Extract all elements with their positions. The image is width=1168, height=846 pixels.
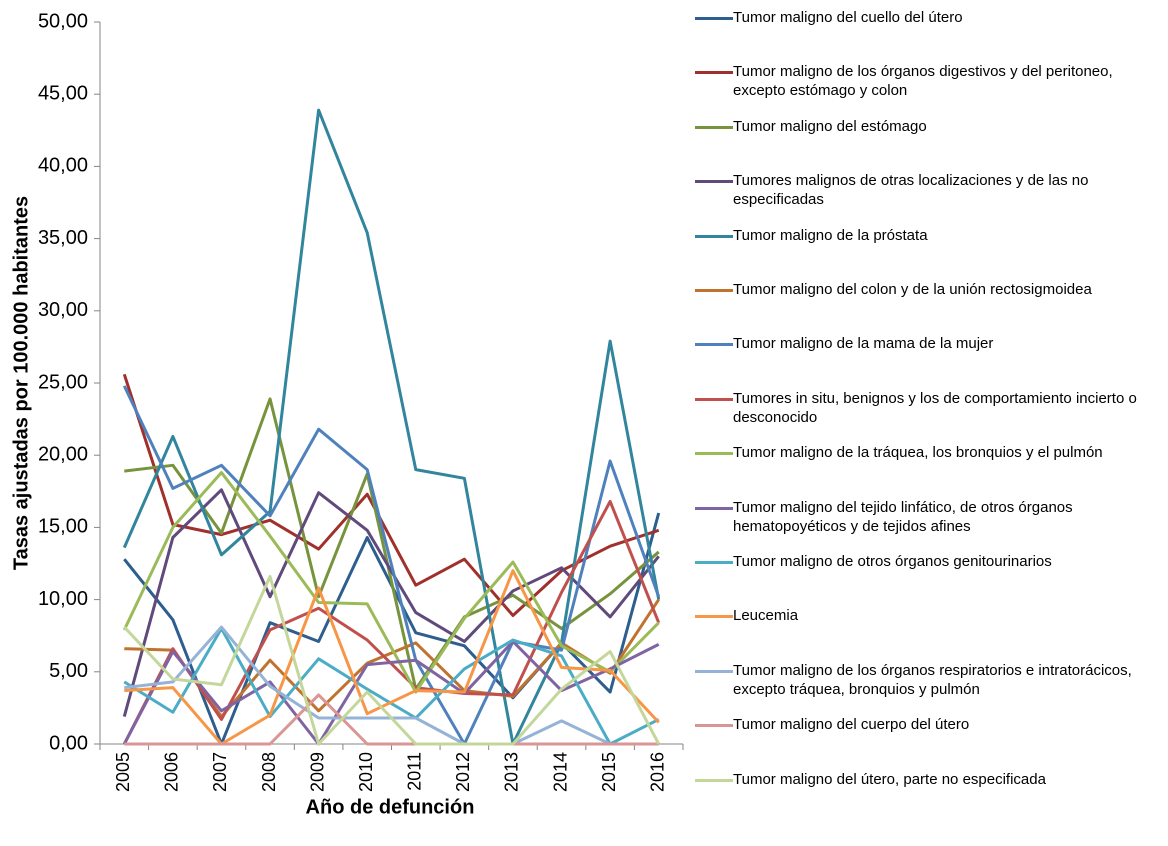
legend-swatch bbox=[695, 615, 733, 619]
legend-swatch bbox=[695, 180, 733, 184]
legend-swatch bbox=[695, 506, 733, 510]
legend-item: Tumor maligno del cuello del útero bbox=[695, 8, 1155, 27]
legend-item: Tumores malignos de otras localizaciones… bbox=[695, 171, 1155, 209]
legend-label: Tumores in situ, benignos y los de compo… bbox=[733, 389, 1137, 426]
y-tick-label: 40,00 bbox=[38, 155, 88, 177]
legend-swatch bbox=[695, 397, 733, 401]
x-tick-label: 2010 bbox=[356, 752, 376, 792]
legend-item: Tumor maligno de la tráquea, los bronqui… bbox=[695, 443, 1155, 462]
legend-label: Tumor maligno del estómago bbox=[733, 117, 927, 135]
legend-item: Tumor maligno del cuerpo del útero bbox=[695, 715, 1155, 734]
legend-swatch bbox=[695, 71, 733, 75]
legend-swatch bbox=[695, 234, 733, 238]
series-line bbox=[122, 471, 660, 694]
y-tick-label: 50,00 bbox=[38, 10, 88, 32]
x-tick-label: 2005 bbox=[113, 752, 133, 792]
legend-swatch bbox=[695, 289, 733, 292]
series-line bbox=[124, 693, 659, 746]
legend-item: Leucemia bbox=[695, 606, 1155, 625]
legend-label: Tumores malignos de otras localizaciones… bbox=[733, 172, 1089, 209]
legend-swatch bbox=[695, 343, 733, 347]
legend-item: Tumor maligno del útero, parte no especi… bbox=[695, 770, 1155, 789]
legend-label: Tumor maligno de la tráquea, los bronqui… bbox=[733, 444, 1103, 462]
legend-label: Leucemia bbox=[733, 607, 799, 625]
legend-item: Tumor maligno de los órganos respiratori… bbox=[695, 661, 1155, 699]
legend-label: Tumor maligno del tejido linfático, de o… bbox=[733, 498, 1073, 535]
legend-label: Tumor maligno de los órganos digestivos … bbox=[733, 63, 1113, 100]
x-axis-title: Año de defunción bbox=[306, 796, 475, 818]
series-line bbox=[123, 512, 661, 746]
x-tick-label: 2016 bbox=[647, 752, 667, 792]
x-tick-label: 2012 bbox=[453, 752, 473, 792]
y-axis-title: Tasas ajustadas por 100.000 habitantes bbox=[10, 196, 32, 570]
legend-swatch bbox=[695, 125, 733, 129]
series-line bbox=[124, 569, 660, 746]
series-line bbox=[122, 385, 661, 746]
x-tick-label: 2014 bbox=[550, 752, 570, 792]
legend-label: Tumor maligno de otros órganos genitouri… bbox=[733, 553, 1052, 570]
y-tick-label: 25,00 bbox=[38, 371, 88, 393]
legend-swatch bbox=[695, 561, 733, 564]
legend-swatch bbox=[695, 778, 733, 782]
series-line bbox=[122, 639, 660, 746]
x-tick-label: 2007 bbox=[210, 752, 230, 792]
x-tick-label: 2009 bbox=[307, 752, 327, 792]
y-tick-label: 15,00 bbox=[38, 516, 88, 538]
legend-swatch bbox=[695, 452, 733, 456]
legend-swatch bbox=[695, 669, 733, 673]
legend-item: Tumor maligno de la próstata bbox=[695, 226, 1155, 245]
legend-label: Tumor maligno del cuello del útero bbox=[733, 9, 963, 26]
y-tick-label: 45,00 bbox=[38, 82, 88, 104]
y-tick-label: 20,00 bbox=[38, 443, 88, 465]
legend-item: Tumor maligno de la mama de la mujer bbox=[695, 334, 1155, 353]
series-line bbox=[122, 108, 661, 746]
legend-label: Tumor maligno del cuerpo del útero bbox=[733, 716, 970, 734]
y-tick-label: 35,00 bbox=[38, 227, 88, 249]
y-tick-label: 0,00 bbox=[49, 732, 88, 754]
series-line bbox=[123, 574, 661, 746]
legend-item: Tumor maligno del colon y de la unión re… bbox=[695, 280, 1155, 299]
legend-swatch bbox=[695, 724, 733, 728]
x-tick-label: 2015 bbox=[599, 752, 619, 792]
legend-swatch bbox=[695, 17, 733, 20]
legend-label: Tumor maligno de los órganos respiratori… bbox=[733, 661, 1132, 698]
legend-item: Tumor maligno del tejido linfático, de o… bbox=[695, 498, 1155, 536]
x-tick-label: 2013 bbox=[502, 752, 522, 792]
x-tick-label: 2008 bbox=[259, 752, 279, 792]
legend-label: Tumor maligno del colon y de la unión re… bbox=[733, 281, 1092, 298]
legend-label: Tumor maligno del útero, parte no especi… bbox=[733, 770, 1046, 788]
x-tick-label: 2006 bbox=[162, 752, 182, 792]
x-tick-label: 2011 bbox=[405, 752, 425, 791]
y-tick-label: 10,00 bbox=[38, 588, 88, 610]
legend-label: Tumor maligno de la próstata bbox=[733, 226, 928, 244]
legend-item: Tumor maligno de otros órganos genitouri… bbox=[695, 552, 1155, 571]
legend-item: Tumores in situ, benignos y los de compo… bbox=[695, 389, 1155, 427]
y-tick-label: 30,00 bbox=[38, 299, 88, 321]
legend-item: Tumor maligno de los órganos digestivos … bbox=[695, 62, 1155, 100]
legend-item: Tumor maligno del estómago bbox=[695, 117, 1155, 136]
y-tick-label: 5,00 bbox=[49, 660, 88, 682]
legend-label: Tumor maligno de la mama de la mujer bbox=[733, 335, 994, 353]
